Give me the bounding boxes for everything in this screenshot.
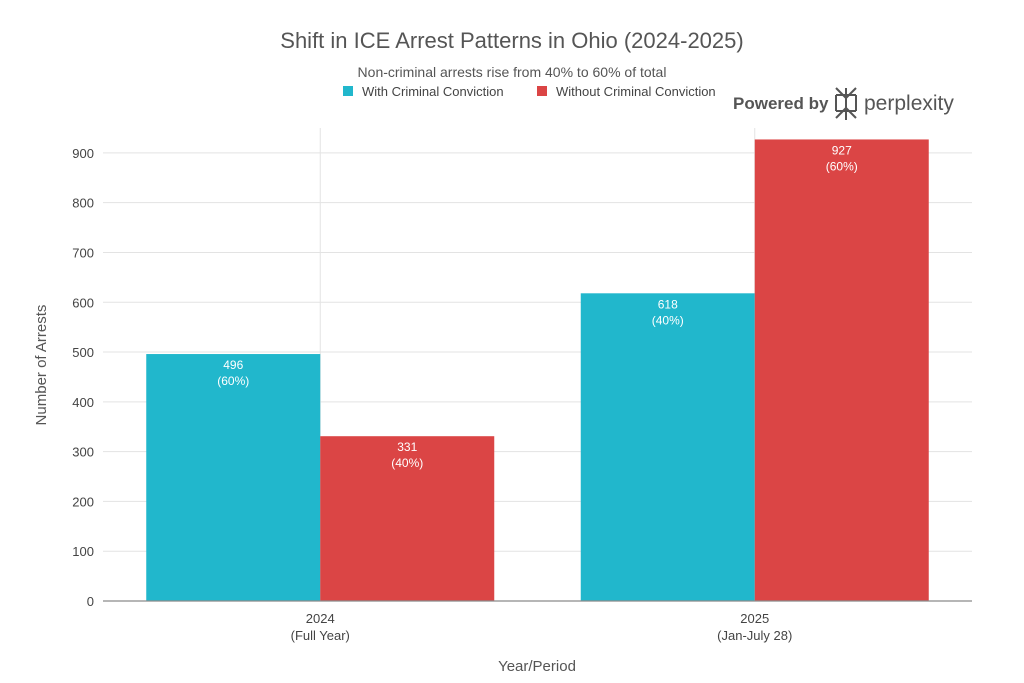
y-tick-label: 100 (72, 544, 94, 559)
powered-by-text: Powered by (733, 94, 829, 113)
y-tick-label: 300 (72, 445, 94, 460)
y-tick-label: 200 (72, 494, 94, 509)
y-axis-ticks: 0 100 200 300 400 500 600 700 800 900 (72, 146, 94, 609)
powered-by-branding: Powered by perplexity (733, 87, 954, 120)
bar-value-label: 496 (223, 358, 243, 372)
bar-percent-label: (40%) (391, 456, 423, 470)
perplexity-brand-name: perplexity (864, 92, 954, 115)
bar-value-label: 618 (658, 297, 678, 311)
legend: With Criminal Conviction Without Crimina… (343, 84, 716, 99)
legend-swatch-with-conviction (343, 86, 353, 96)
x-tick-sublabel: (Jan-July 28) (717, 628, 792, 643)
bar-labels: 496 (60%) 618 (40%) 331 (40%) 927 (60%) (103, 143, 972, 602)
legend-label-without-conviction: Without Criminal Conviction (556, 84, 716, 99)
legend-swatch-without-conviction (537, 86, 547, 96)
bar-percent-label: (40%) (652, 313, 684, 327)
x-axis-labels: 2024 (Full Year) 2025 (Jan-July 28) (291, 611, 793, 643)
y-tick-label: 700 (72, 245, 94, 260)
bar-percent-label: (60%) (826, 159, 858, 173)
bar (320, 436, 495, 601)
bar-value-label: 927 (832, 143, 852, 157)
y-tick-label: 900 (72, 146, 94, 161)
chart-subtitle: Non-criminal arrests rise from 40% to 60… (358, 64, 667, 80)
y-tick-label: 800 (72, 196, 94, 211)
bars (146, 139, 929, 601)
y-tick-label: 600 (72, 295, 94, 310)
x-tick-label: 2025 (740, 611, 769, 626)
y-tick-label: 400 (72, 395, 94, 410)
y-tick-label: 0 (87, 594, 94, 609)
bar (146, 354, 321, 601)
x-tick-sublabel: (Full Year) (291, 628, 350, 643)
perplexity-logo-icon (835, 87, 857, 120)
y-axis-title: Number of Arrests (33, 305, 50, 426)
bar-value-label: 331 (397, 440, 417, 454)
x-axis-title: Year/Period (498, 658, 576, 675)
legend-label-with-conviction: With Criminal Conviction (362, 84, 504, 99)
bar-percent-label: (60%) (217, 374, 249, 388)
x-tick-label: 2024 (306, 611, 335, 626)
y-tick-label: 500 (72, 345, 94, 360)
bar (754, 139, 929, 601)
chart-title: Shift in ICE Arrest Patterns in Ohio (20… (280, 28, 743, 53)
bar (580, 293, 755, 601)
